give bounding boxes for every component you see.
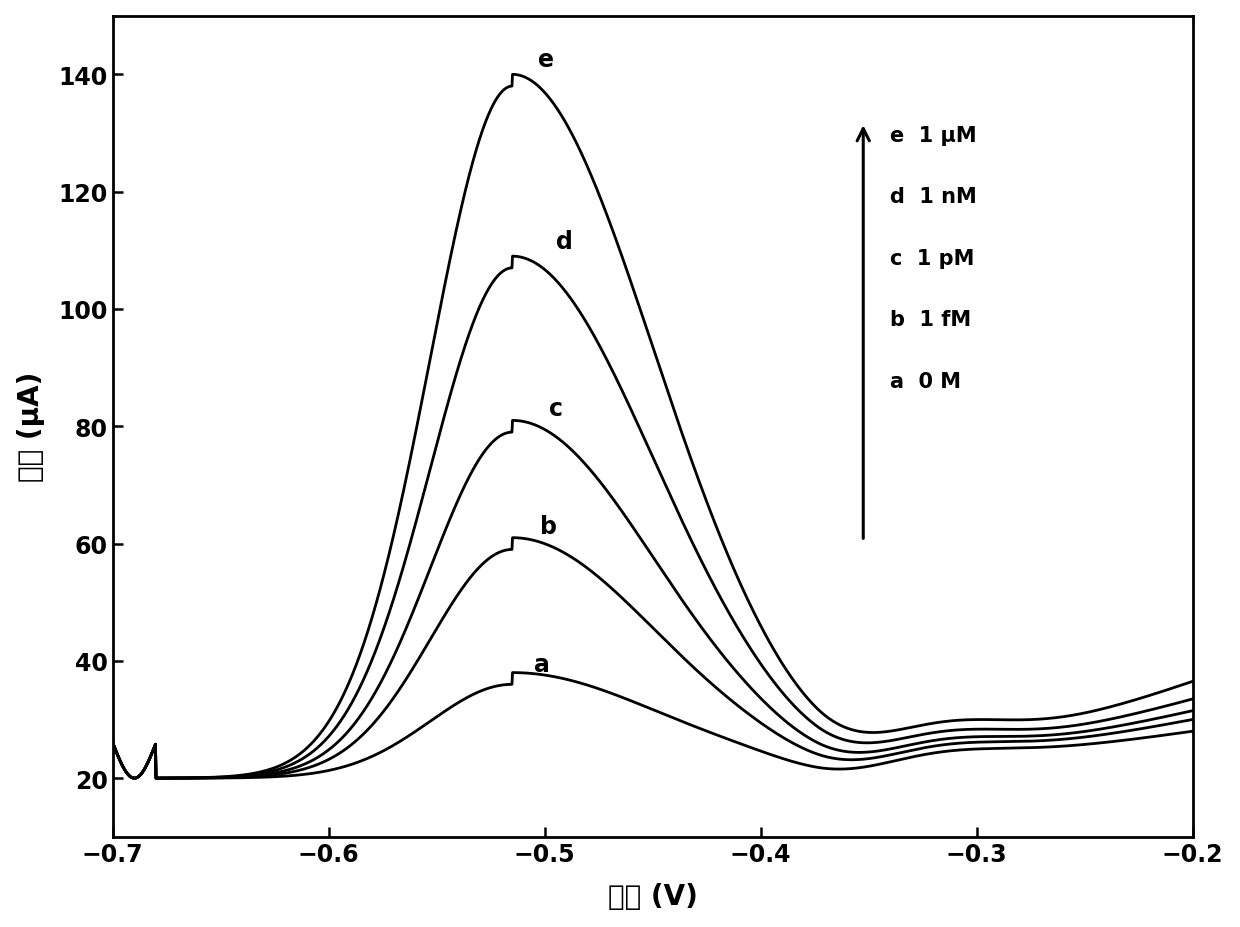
Text: d  1 nM: d 1 nM: [890, 187, 977, 207]
Text: a: a: [534, 652, 549, 676]
Text: e: e: [538, 48, 554, 72]
Text: c  1 pM: c 1 pM: [890, 248, 975, 269]
Text: e  1 μM: e 1 μM: [890, 125, 977, 146]
Text: a  0 M: a 0 M: [890, 372, 961, 391]
Text: c: c: [549, 397, 563, 421]
Y-axis label: 电流 (μA): 电流 (μA): [16, 372, 45, 482]
Text: d: d: [556, 230, 573, 254]
Text: b: b: [541, 514, 558, 538]
X-axis label: 电势 (V): 电势 (V): [608, 883, 698, 910]
Text: b  1 fM: b 1 fM: [890, 311, 971, 330]
